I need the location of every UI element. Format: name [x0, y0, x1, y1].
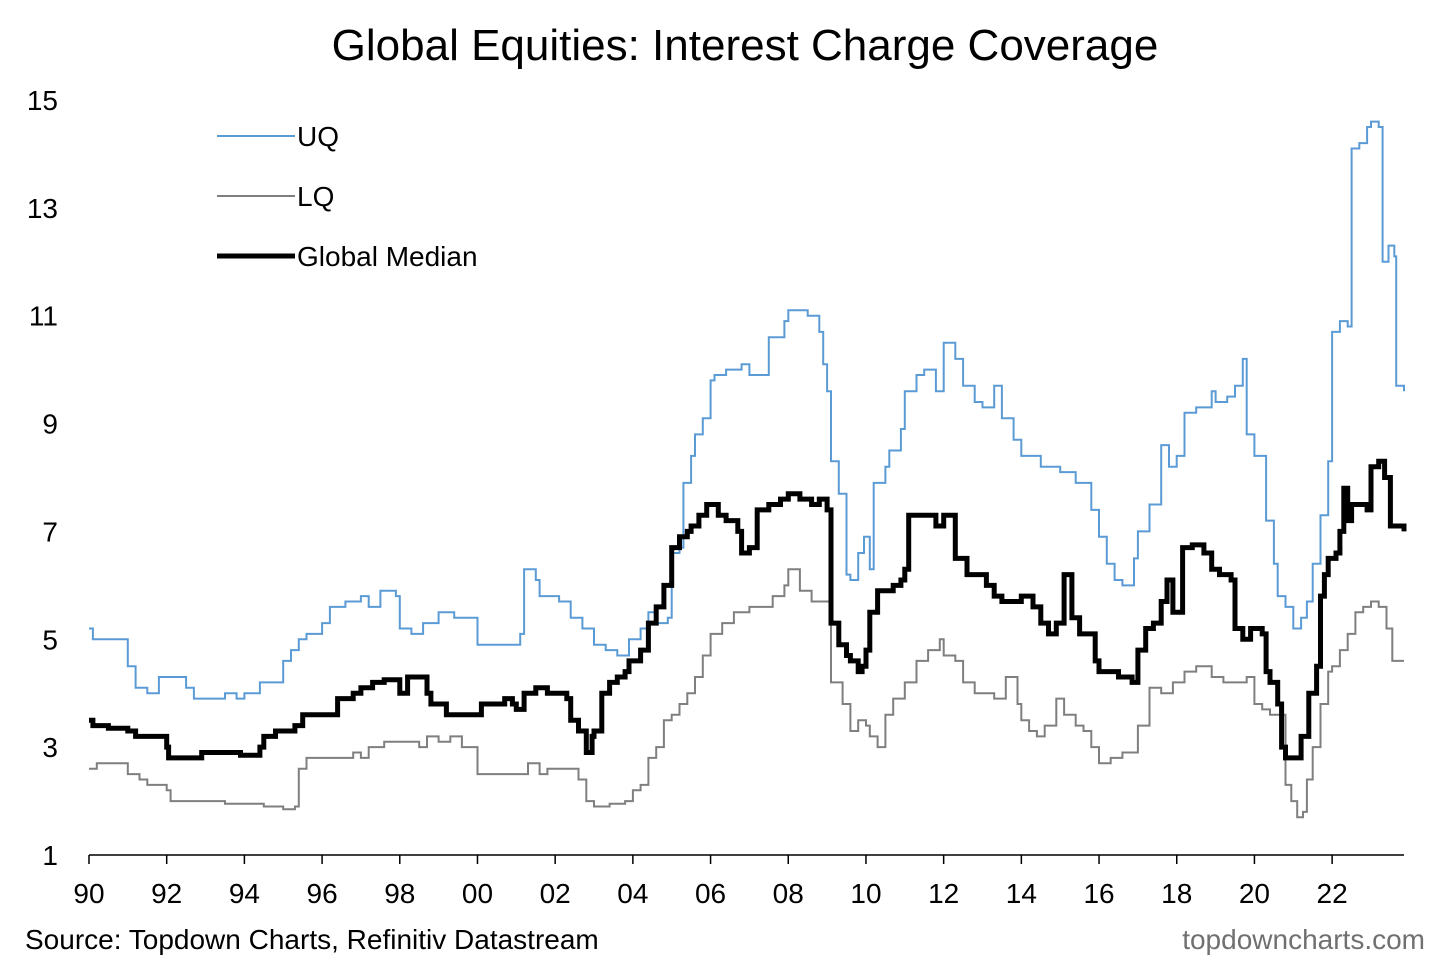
x-tick-label-10: 10: [850, 878, 881, 909]
y-tick-label-3: 3: [42, 732, 58, 763]
x-tick-label-90: 90: [73, 878, 104, 909]
y-tick-label-7: 7: [42, 516, 58, 547]
y-tick-label-1: 1: [42, 840, 58, 871]
brand-watermark: topdowncharts.com: [1182, 924, 1425, 955]
legend: UQ LQ Global Median: [217, 121, 478, 272]
x-tick-label-00: 00: [462, 878, 493, 909]
x-tick-label-08: 08: [773, 878, 804, 909]
x-axis-ticks: 90 92 94 96 98 00 02 04 06 08 10 12 14 16 18 20 22: [73, 855, 1348, 909]
series-line-global-median: [89, 458, 1407, 761]
y-tick-label-13: 13: [27, 193, 58, 224]
legend-label-lq: LQ: [297, 181, 334, 212]
x-tick-label-94: 94: [229, 878, 260, 909]
x-tick-label-18: 18: [1161, 878, 1192, 909]
x-tick-label-22: 22: [1317, 878, 1348, 909]
y-tick-label-11: 11: [29, 301, 58, 332]
x-tick-label-92: 92: [151, 878, 182, 909]
x-tick-label-02: 02: [540, 878, 571, 909]
chart-title: Global Equities: Interest Charge Coverag…: [332, 21, 1159, 70]
source-note: Source: Topdown Charts, Refinitiv Datast…: [25, 924, 599, 955]
x-tick-label-16: 16: [1083, 878, 1114, 909]
y-tick-label-15: 15: [27, 85, 58, 116]
x-tick-label-98: 98: [384, 878, 415, 909]
x-tick-label-04: 04: [617, 878, 648, 909]
x-tick-label-12: 12: [928, 878, 959, 909]
series-line-uq: [89, 120, 1405, 700]
x-tick-label-20: 20: [1239, 878, 1270, 909]
series-layer: [89, 120, 1407, 819]
x-tick-label-96: 96: [307, 878, 338, 909]
y-tick-label-5: 5: [42, 624, 58, 655]
series-line-lq: [89, 568, 1404, 819]
x-tick-label-14: 14: [1006, 878, 1037, 909]
legend-label-uq: UQ: [297, 121, 339, 152]
legend-label-global-median: Global Median: [297, 241, 478, 272]
y-tick-label-9: 9: [42, 409, 58, 440]
x-tick-label-06: 06: [695, 878, 726, 909]
